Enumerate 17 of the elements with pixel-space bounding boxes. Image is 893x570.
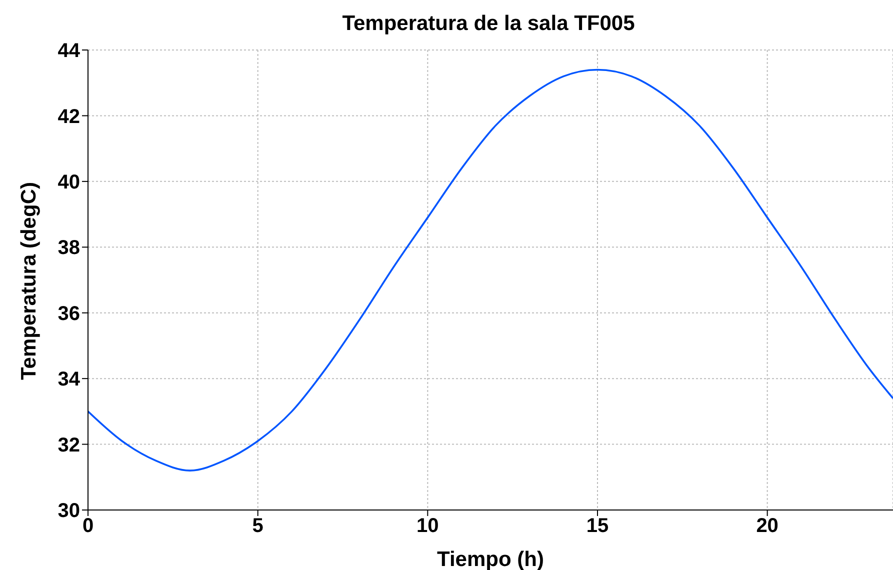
x-axis-title: Tiempo (h) — [437, 548, 544, 570]
x-tick-label: 10 — [416, 515, 439, 538]
x-tick-label: 5 — [252, 515, 264, 538]
y-axis-title: Temperatura (degC) — [17, 182, 40, 380]
line-series — [88, 68, 893, 472]
y-tick-label: 38 — [58, 237, 80, 260]
y-tick-label: 32 — [58, 434, 80, 456]
y-tick-label: 44 — [58, 40, 81, 62]
chart-title: Temperatura de la sala TF005 — [341, 12, 636, 36]
x-tick-label: 15 — [586, 515, 609, 538]
y-tick-label: 36 — [58, 302, 80, 325]
y-tick-label: 34 — [58, 368, 81, 391]
x-tick-label: 0 — [82, 515, 94, 538]
y-tick-label: 40 — [58, 172, 80, 194]
y-tick-label: 30 — [58, 500, 80, 522]
x-tick-label: 20 — [756, 515, 778, 538]
y-tick-label: 42 — [58, 106, 80, 128]
